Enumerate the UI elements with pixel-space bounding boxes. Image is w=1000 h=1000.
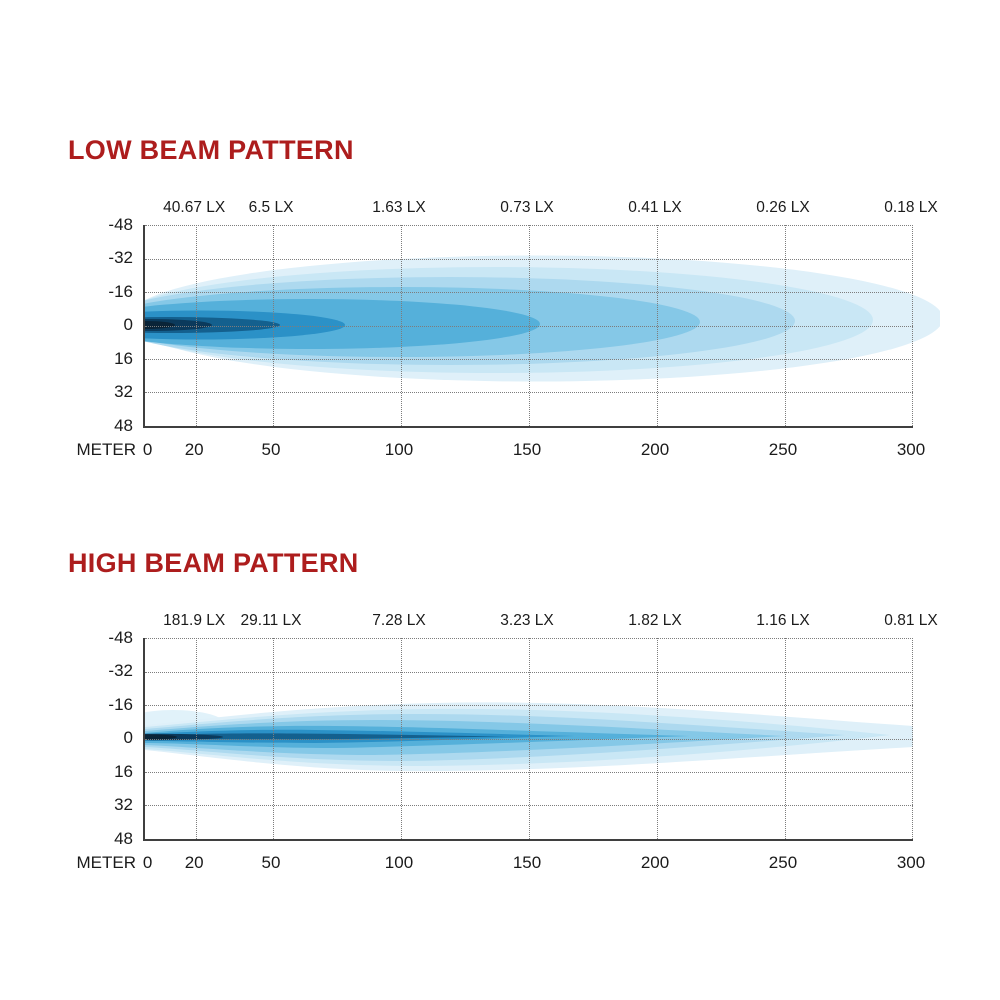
x-tick: 0 xyxy=(142,440,153,459)
beam-layer xyxy=(145,321,175,329)
x-tick: 100 xyxy=(384,853,414,872)
y-tick: 0 xyxy=(123,315,133,334)
lux-label: 0.26 LX xyxy=(756,199,810,216)
y-tick: 0 xyxy=(123,728,133,747)
high-beam-section: HIGH BEAM PATTERN 181.9 LX 29.11 LX 7.28… xyxy=(0,413,1000,893)
low-beam-x-ticks: 0 20 50 100 150 200 250 300 xyxy=(142,440,925,462)
high-beam-lux-labels: 181.9 LX 29.11 LX 7.28 LX 3.23 LX 1.82 L… xyxy=(143,612,938,632)
low-beam-contours xyxy=(145,255,940,382)
x-tick: 250 xyxy=(768,440,798,459)
y-tick: -32 xyxy=(108,248,133,267)
lux-label: 181.9 LX xyxy=(163,612,226,629)
x-tick: 100 xyxy=(384,440,414,459)
lux-label: 7.28 LX xyxy=(372,612,426,629)
x-axis-label: METER xyxy=(76,440,137,459)
lux-label: 0.73 LX xyxy=(500,199,554,216)
x-tick: 0 xyxy=(142,853,153,872)
high-beam-plot-area xyxy=(143,638,913,841)
lux-label: 0.18 LX xyxy=(884,199,938,216)
beam-layer xyxy=(145,734,177,740)
x-axis-label: METER xyxy=(76,853,137,872)
lux-label: 1.16 LX xyxy=(756,612,810,629)
x-tick: 50 xyxy=(261,853,281,872)
lux-label: 0.41 LX xyxy=(628,199,682,216)
lux-label: 1.63 LX xyxy=(372,199,426,216)
low-beam-section: LOW BEAM PATTERN 40.67 LX 6.5 LX 1.63 LX… xyxy=(0,0,1000,480)
x-tick: 150 xyxy=(512,440,542,459)
y-tick: 16 xyxy=(114,762,133,781)
lux-label: 1.82 LX xyxy=(628,612,682,629)
x-tick: 250 xyxy=(768,853,798,872)
x-tick: 200 xyxy=(640,440,670,459)
x-tick: 300 xyxy=(896,440,926,459)
low-beam-y-axis: -48 -32 -16 0 16 32 48 xyxy=(0,0,133,480)
y-tick: 48 xyxy=(114,829,133,848)
lux-label: 0.81 LX xyxy=(884,612,938,629)
lux-label: 29.11 LX xyxy=(240,612,302,629)
y-tick: -32 xyxy=(108,661,133,680)
lux-label: 6.5 LX xyxy=(248,199,294,216)
lux-label: 40.67 LX xyxy=(163,199,226,216)
x-tick: 50 xyxy=(261,440,281,459)
y-tick: -16 xyxy=(108,695,133,714)
beam-layer xyxy=(145,733,505,740)
high-beam-x-ticks: 0 20 50 100 150 200 250 300 xyxy=(142,853,925,875)
y-tick: 32 xyxy=(114,795,133,814)
x-tick: 200 xyxy=(640,853,670,872)
high-beam-title: HIGH BEAM PATTERN xyxy=(68,548,359,578)
x-tick: 20 xyxy=(184,853,204,872)
low-beam-title: LOW BEAM PATTERN xyxy=(68,135,354,165)
x-tick: 150 xyxy=(512,853,542,872)
y-tick: 32 xyxy=(114,382,133,401)
y-tick: -48 xyxy=(108,628,133,647)
low-beam-lux-labels: 40.67 LX 6.5 LX 1.63 LX 0.73 LX 0.41 LX … xyxy=(143,199,938,219)
y-tick: 16 xyxy=(114,349,133,368)
y-tick: -48 xyxy=(108,215,133,234)
x-tick: 300 xyxy=(896,853,926,872)
y-tick: -16 xyxy=(108,282,133,301)
high-beam-contours xyxy=(145,702,913,772)
low-beam-plot-area xyxy=(143,225,940,428)
lux-label: 3.23 LX xyxy=(500,612,554,629)
x-tick: 20 xyxy=(184,440,204,459)
y-tick: 48 xyxy=(114,416,133,435)
high-beam-y-axis: -48 -32 -16 0 16 32 48 xyxy=(0,413,133,893)
